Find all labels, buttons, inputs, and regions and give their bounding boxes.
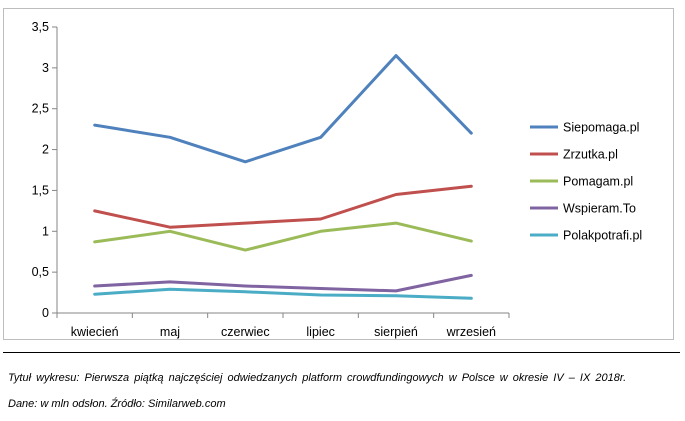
- x-tick-label: czerwiec: [221, 325, 270, 339]
- series-line-4: [93, 273, 473, 293]
- x-tick-label: maj: [160, 325, 180, 339]
- x-tick-label: wrzesień: [446, 325, 496, 339]
- x-tick-label: lipiec: [306, 325, 335, 339]
- y-tick-label: 2,5: [32, 102, 49, 116]
- y-tick-label: 0: [42, 306, 49, 320]
- chart-caption-source: Dane: w mln odsłon. Źródło: Similarweb.c…: [8, 398, 226, 410]
- legend-label: Siepomaga.pl: [563, 121, 639, 135]
- legend-label: Pomagam.pl: [563, 175, 633, 189]
- series-line-5: [93, 287, 473, 300]
- chart-caption-title: Tytuł wykresu: Pierwsza piątką najczęści…: [8, 372, 627, 384]
- series-line-2: [93, 184, 473, 229]
- caption-divider: [3, 352, 680, 353]
- legend-label: Wspieram.To: [563, 202, 636, 216]
- y-tick-label: 3,5: [32, 20, 49, 34]
- y-tick-label: 0,5: [32, 265, 49, 279]
- y-tick-label: 1,5: [32, 183, 49, 197]
- y-tick-label: 3: [42, 61, 49, 75]
- chart-frame: 0 0,5 1 1,5 2 2,5 3 3,5 kwiecień maj czerwiec lipie…: [3, 8, 674, 340]
- y-tick-label: 1: [42, 224, 49, 238]
- series-line-3: [93, 221, 473, 252]
- line-chart: 0 0,5 1 1,5 2 2,5 3 3,5 kwiecień maj czerwiec lipie…: [32, 20, 643, 339]
- legend-label: Zrzutka.pl: [563, 148, 618, 162]
- y-tick-label: 2: [42, 143, 49, 157]
- legend-label: Polakpotrafi.pl: [563, 229, 642, 243]
- x-tick-label: sierpień: [374, 325, 418, 339]
- series-line-1: [93, 54, 473, 164]
- x-tick-label: kwiecień: [71, 325, 119, 339]
